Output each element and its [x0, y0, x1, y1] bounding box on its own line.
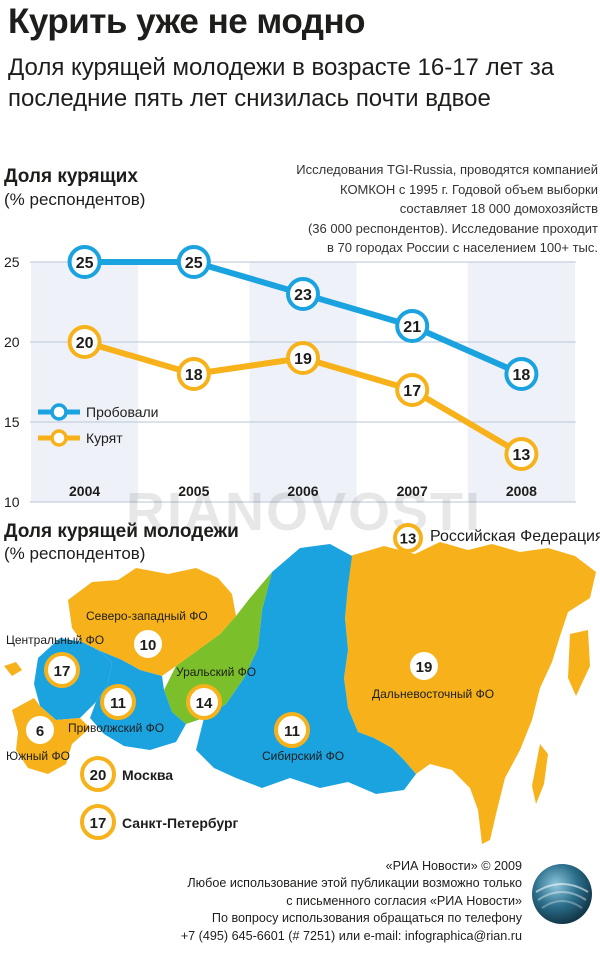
region-northwest-shape: [68, 568, 236, 676]
x-tick-label: 2008: [506, 483, 537, 499]
chart-section-title: Доля курящих: [4, 166, 138, 187]
data-point: [286, 277, 320, 311]
region-label: Южный ФО: [6, 749, 70, 763]
rf-badge-ring: [393, 523, 423, 553]
data-point: [286, 341, 320, 375]
region-label: Уральский ФО: [176, 665, 256, 679]
x-tick-label: 2005: [178, 483, 209, 499]
data-point: [176, 357, 211, 391]
legend-swatch-marker: [50, 403, 68, 421]
x-tick-label: 2007: [397, 483, 428, 499]
rf-label: Российская Федерация: [430, 528, 600, 545]
city-value: 20: [90, 767, 107, 784]
map-labels: 10 Северо-западный ФО 17 Центральный ФО 14 Ур…: [6, 609, 494, 840]
region-label: Центральный ФО: [6, 633, 104, 647]
rf-badge: 13: [393, 523, 423, 553]
chart-section-units: (% респондентов): [4, 190, 146, 209]
region-value-badge: [44, 652, 80, 688]
region-value: 14: [196, 695, 213, 712]
region-value-badge: [130, 626, 166, 662]
data-point: [67, 325, 102, 359]
legend-swatch-marker: [50, 429, 68, 447]
legend-label: Курят: [86, 430, 123, 446]
y-tick-label: 15: [4, 414, 20, 430]
region-kaliningrad-shape: [4, 662, 22, 676]
data-label: 13: [513, 447, 531, 464]
region-label: Приволжский ФО: [68, 721, 164, 735]
year-column-band: [31, 262, 139, 502]
region-value: 19: [416, 659, 433, 676]
data-point: [504, 357, 539, 391]
research-note: Исследования TGI-Russia, проводятся комп…: [236, 160, 598, 258]
region-kamchatka-shape: [568, 630, 590, 696]
city-value-badge: [80, 756, 116, 792]
region-value: 10: [140, 637, 157, 654]
city-value: 17: [90, 815, 107, 832]
region-value: 6: [36, 723, 44, 740]
data-point: [395, 309, 430, 343]
city-label: Санкт-Петербург: [122, 815, 239, 831]
footer-line: Любое использование этой публикации возм…: [187, 876, 522, 891]
region-label: Северо-западный ФО: [86, 609, 208, 623]
data-label: 18: [513, 367, 531, 384]
city-label: Москва: [122, 767, 173, 783]
region-value-badge: [186, 684, 222, 720]
data-label: 25: [76, 255, 94, 272]
page-title: Курить уже не модно: [8, 2, 366, 41]
region-value: 11: [110, 695, 126, 712]
page-subtitle: Доля курящей молодежи в возрасте 16-17 л…: [8, 54, 555, 112]
footer-line: +7 (495) 645-6601 (# 7251) или e-mail: i…: [180, 928, 522, 943]
data-label: 25: [185, 255, 203, 272]
data-point: [67, 245, 102, 279]
data-label: 23: [294, 287, 312, 304]
russian-federation-legend: 13 Российская Федерация: [390, 522, 600, 554]
note-line: КОМКОН с 1995 г. Годовой объем выборки: [340, 181, 598, 197]
region-value: 11: [284, 723, 300, 740]
region-value-badge: [406, 648, 442, 684]
line-chart: 10 15 20 25 2004 2005 2006 2007 2008 25 25 23 21 18 20…: [4, 245, 576, 510]
data-point: [504, 437, 539, 471]
note-line: в 70 городах России с населением 100+ ты…: [326, 240, 598, 255]
region-sakhalin-shape: [532, 744, 548, 804]
region-far-east-shape: [344, 542, 596, 844]
region-label: Сибирский ФО: [262, 749, 344, 763]
data-label: 17: [403, 383, 421, 400]
footer-line: По вопросу использования обращаться по т…: [211, 911, 522, 926]
footer-line: с письменного согласия «РИА Новости»: [286, 893, 522, 908]
data-label: 21: [403, 319, 421, 336]
y-tick-label: 25: [4, 254, 20, 270]
footer-credits: «РИА Новости» © 2009 Любое использование…: [181, 858, 522, 945]
region-value: 17: [54, 663, 71, 680]
note-line: составляет 18 000 домохозяйств: [399, 201, 598, 216]
legend-label: Пробовали: [86, 404, 159, 420]
ria-globe-logo: [532, 864, 592, 924]
region-ural-shape: [164, 572, 272, 724]
data-point: [176, 245, 211, 279]
region-siberia-shape: [196, 544, 416, 794]
data-label: 19: [294, 351, 312, 368]
city-value-badge: [80, 804, 116, 840]
y-tick-label: 10: [4, 494, 20, 510]
map-section-title: Доля курящей молодежи: [4, 521, 239, 542]
region-value-badge: [22, 712, 58, 748]
x-tick-label: 2006: [287, 483, 318, 499]
footer-line: «РИА Новости» © 2009: [385, 859, 522, 873]
note-line: (36 000 респондентов). Исследование прох…: [307, 220, 598, 236]
rf-badge-value: 13: [400, 531, 417, 548]
y-tick-label: 20: [4, 334, 20, 350]
data-label: 18: [185, 367, 203, 384]
region-volga-shape: [90, 650, 186, 750]
note-line: Исследования TGI-Russia, проводятся комп…: [296, 162, 598, 177]
map-section-units: (% респондентов): [4, 544, 146, 563]
x-tick-label: 2004: [69, 483, 100, 499]
region-value-badge: [100, 684, 136, 720]
data-label: 20: [76, 335, 94, 352]
russia-federal-districts-map: 10 Северо-западный ФО 17 Центральный ФО 14 Ур…: [4, 542, 596, 844]
region-label: Дальневосточный ФО: [372, 687, 494, 701]
region-value-badge: [274, 712, 310, 748]
data-point: [395, 373, 430, 407]
